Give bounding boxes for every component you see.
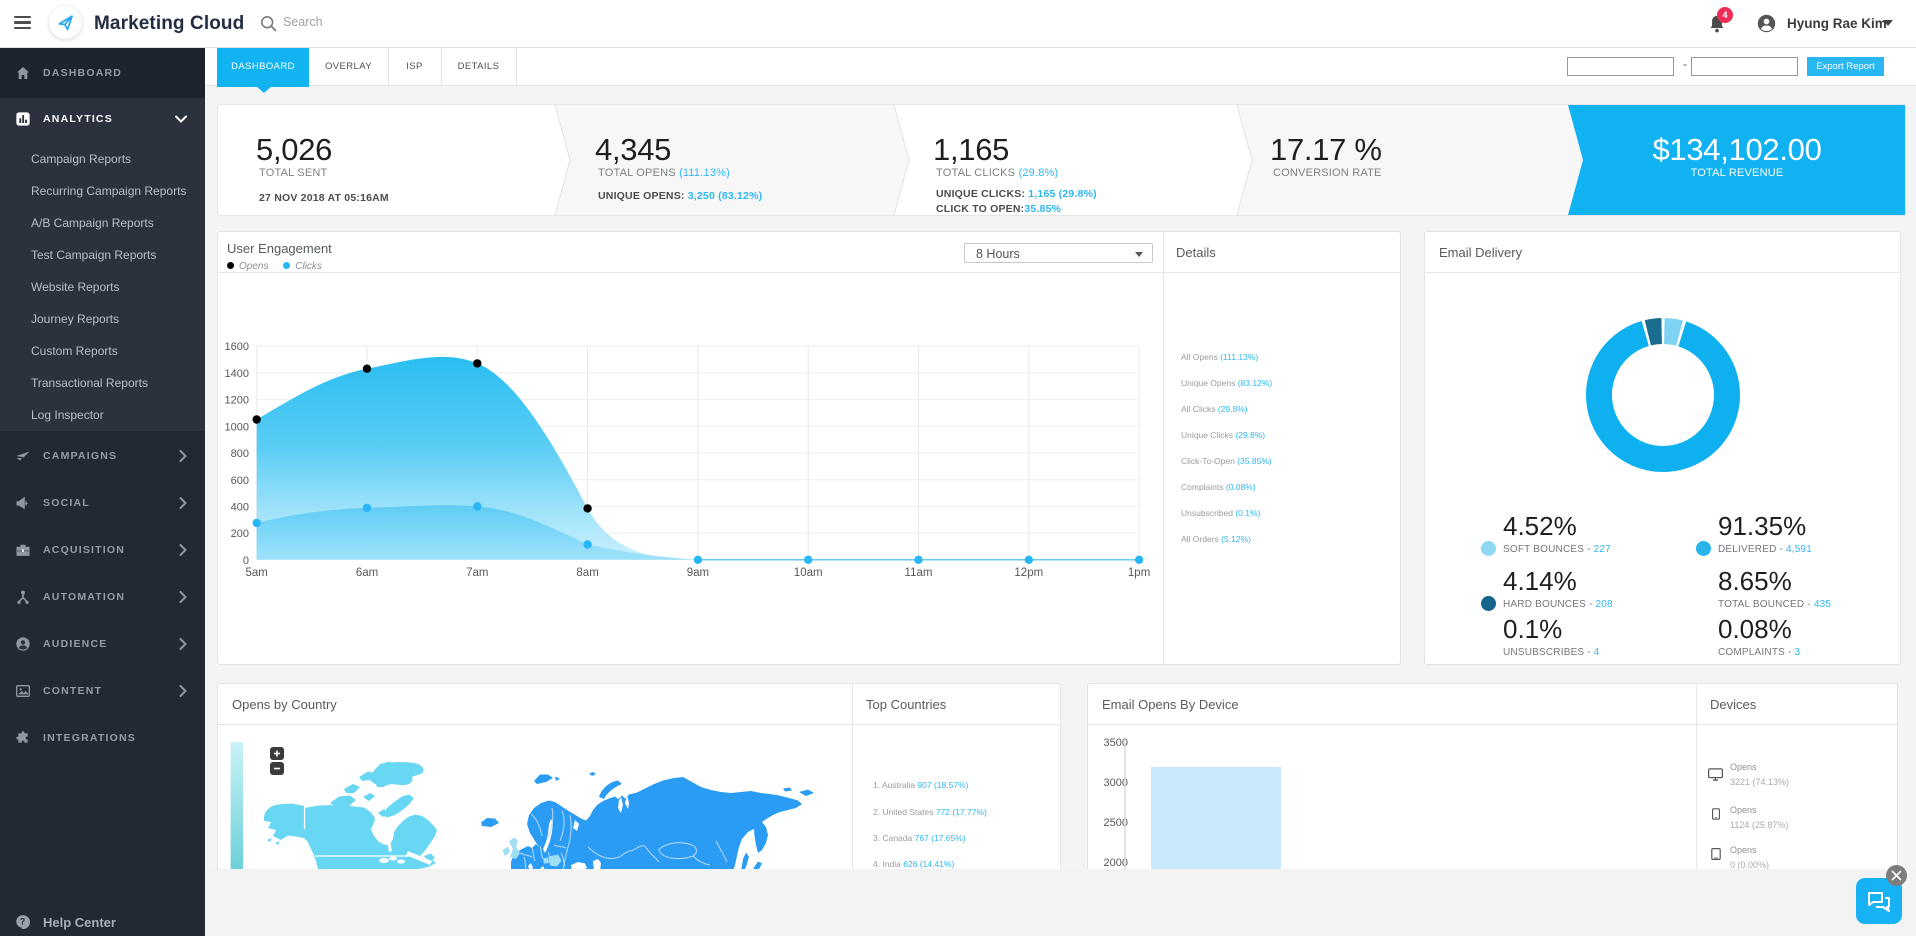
- svg-text:1pm: 1pm: [1128, 567, 1150, 579]
- svg-text:6am: 6am: [356, 567, 378, 579]
- svg-text:5am: 5am: [246, 567, 268, 579]
- svg-text:8am: 8am: [576, 567, 598, 579]
- svg-text:2000: 2000: [1104, 857, 1128, 869]
- svg-text:400: 400: [231, 502, 249, 514]
- svg-text:1600: 1600: [225, 341, 249, 353]
- svg-text:9am: 9am: [687, 567, 709, 579]
- svg-text:1000: 1000: [225, 421, 249, 433]
- svg-text:11am: 11am: [905, 567, 933, 579]
- svg-text:3500: 3500: [1104, 737, 1128, 749]
- svg-text:2500: 2500: [1104, 817, 1128, 829]
- svg-text:3000: 3000: [1104, 777, 1128, 789]
- svg-text:1400: 1400: [225, 368, 249, 380]
- svg-text:?: ?: [20, 917, 25, 927]
- svg-text:12pm: 12pm: [1014, 567, 1043, 579]
- svg-text:200: 200: [231, 528, 249, 540]
- svg-text:10am: 10am: [794, 567, 823, 579]
- svg-text:1200: 1200: [225, 395, 249, 407]
- svg-text:7am: 7am: [466, 567, 488, 579]
- svg-text:800: 800: [231, 448, 249, 460]
- svg-text:0: 0: [243, 555, 249, 567]
- svg-text:600: 600: [231, 475, 249, 487]
